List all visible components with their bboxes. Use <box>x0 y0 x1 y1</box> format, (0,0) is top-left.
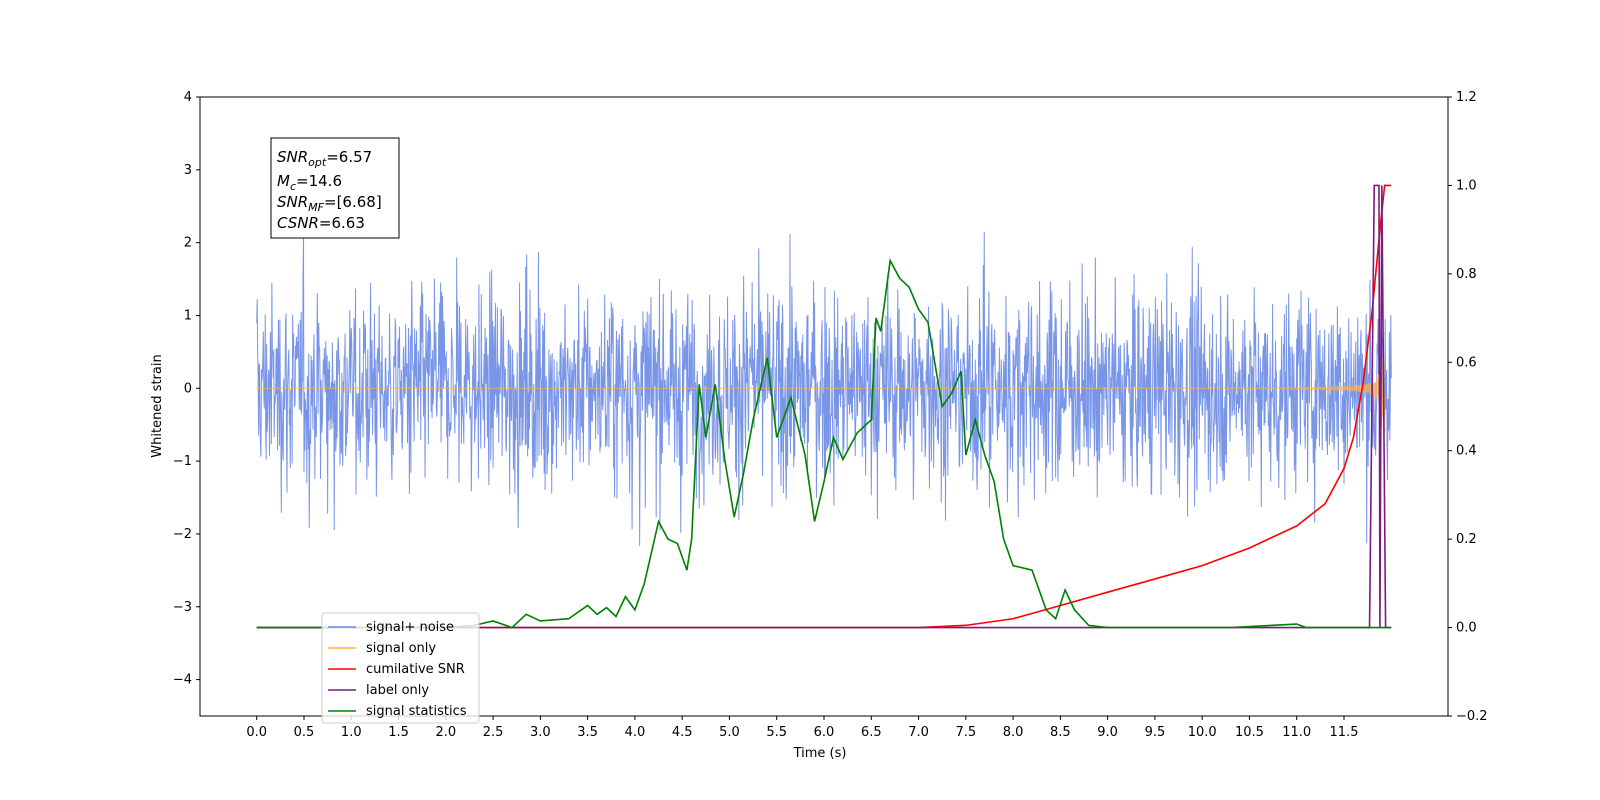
x-tick-label: 0.0 <box>246 725 267 740</box>
x-axis: 0.0 0.5 1.0 1.5 2.0 2.5 3.0 3.5 4.0 4.5 5.0 5.5 6.0 6… <box>246 716 1358 740</box>
x-tick-label: 9.5 <box>1145 725 1166 740</box>
annotation-box: SNRopt=6.57 Mc=14.6 SNRMF=[6.68] CSNR=6.… <box>270 137 400 239</box>
y2-tick-label: 1.2 <box>1456 90 1477 105</box>
y-tick-label: −2 <box>173 527 192 542</box>
x-tick-label: 7.0 <box>908 725 929 740</box>
y2-tick-label: 0.6 <box>1456 355 1477 370</box>
x-tick-label: 9.0 <box>1097 725 1118 740</box>
x-tick-label: 10.5 <box>1235 725 1264 740</box>
series-signal-only <box>256 356 1392 434</box>
series-label-only <box>256 184 1392 629</box>
x-tick-label: 2.0 <box>435 725 456 740</box>
legend-label: cumilative SNR <box>366 662 465 677</box>
y-axis-label: Whitened strain <box>150 354 165 457</box>
legend-label: signal+ noise <box>366 620 454 635</box>
y-tick-label: −1 <box>173 454 192 469</box>
x-tick-label: 3.5 <box>577 725 598 740</box>
x-axis-label: Time (s) <box>793 746 847 761</box>
x-tick-label: 2.5 <box>483 725 504 740</box>
x-tick-label: 7.5 <box>955 725 976 740</box>
legend-label: signal statistics <box>366 704 467 719</box>
legend: signal+ noise signal only cumilative SNR la… <box>321 612 480 724</box>
legend-label: signal only <box>366 641 436 656</box>
series-layer <box>256 184 1392 629</box>
x-tick-label: 6.0 <box>814 725 835 740</box>
y2-tick-label: −0.2 <box>1456 709 1488 724</box>
y2-tick-label: 0.0 <box>1456 621 1477 636</box>
y2-tick-label: 0.8 <box>1456 267 1477 282</box>
x-tick-label: 3.0 <box>530 725 551 740</box>
y2-tick-label: 1.0 <box>1456 178 1477 193</box>
annotation-snr-mf: SNRMF=[6.68] <box>277 193 382 214</box>
x-tick-label: 1.5 <box>388 725 409 740</box>
x-tick-label: 4.5 <box>672 725 693 740</box>
y-tick-label: 4 <box>184 90 192 105</box>
x-tick-label: 8.0 <box>1003 725 1024 740</box>
y-tick-label: 2 <box>184 236 192 251</box>
y-tick-label: −3 <box>173 600 192 615</box>
annotation-snr-opt: SNRopt=6.57 <box>277 148 372 169</box>
x-tick-label: 10.0 <box>1188 725 1217 740</box>
x-tick-label: 5.5 <box>766 725 787 740</box>
annotation-csnr: CSNR=6.63 <box>277 214 365 232</box>
y-tick-label: 3 <box>184 163 192 178</box>
y-axis-right: 1.2 1.0 0.8 0.6 0.4 0.2 0.0 −0.2 <box>1448 90 1488 724</box>
x-tick-label: 11.0 <box>1282 725 1311 740</box>
x-tick-label: 5.0 <box>719 725 740 740</box>
y2-tick-label: 0.4 <box>1456 444 1477 459</box>
y-tick-label: −4 <box>173 673 192 688</box>
x-tick-label: 8.5 <box>1050 725 1071 740</box>
x-tick-label: 1.0 <box>341 725 362 740</box>
y-tick-label: 0 <box>184 381 192 396</box>
x-tick-label: 4.0 <box>625 725 646 740</box>
annotation-mc: Mc=14.6 <box>277 172 342 193</box>
legend-label: label only <box>366 683 429 698</box>
y-tick-label: 1 <box>184 308 192 323</box>
y2-tick-label: 0.2 <box>1456 532 1477 547</box>
x-tick-label: 6.5 <box>861 725 882 740</box>
x-tick-label: 11.5 <box>1330 725 1359 740</box>
y-axis-left: 4 3 2 1 0 −1 −2 −3 −4 <box>173 90 200 688</box>
series-signal-noise <box>256 231 1392 546</box>
x-tick-label: 0.5 <box>294 725 315 740</box>
series-signal-statistics <box>256 258 1392 629</box>
